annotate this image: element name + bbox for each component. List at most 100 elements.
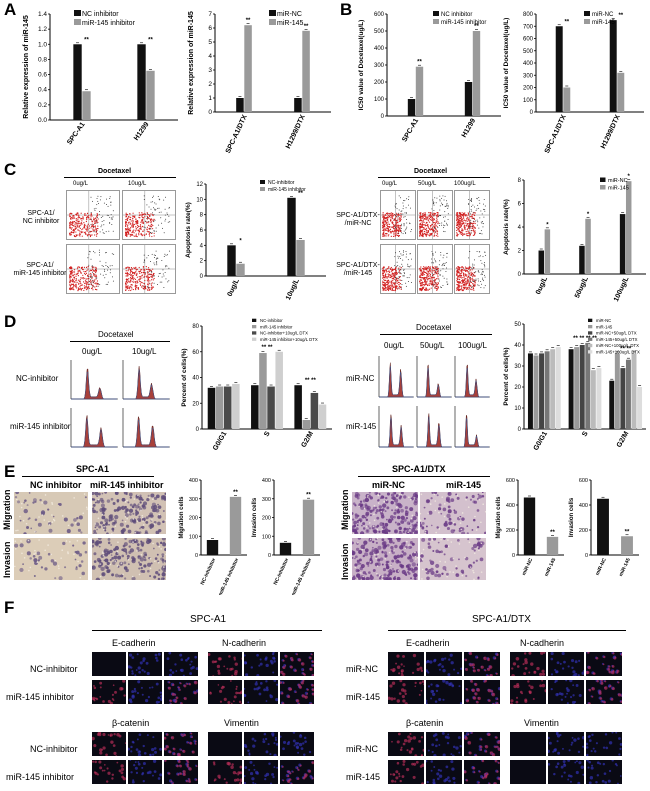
flow-event bbox=[147, 275, 149, 277]
flow-event bbox=[458, 223, 461, 226]
flow-event bbox=[395, 221, 397, 223]
y-tick-label: 4 bbox=[518, 225, 522, 231]
flow-event bbox=[143, 259, 145, 261]
flow-plot-canvas bbox=[381, 245, 415, 293]
flow-event bbox=[141, 281, 143, 283]
flow-event bbox=[385, 284, 387, 286]
membrane-pore bbox=[133, 498, 136, 500]
flow-event bbox=[443, 277, 445, 279]
flow-event bbox=[125, 267, 127, 269]
membrane-pore bbox=[410, 538, 412, 539]
flow-event bbox=[467, 271, 469, 273]
flow-event bbox=[131, 225, 133, 227]
hist-fit-line bbox=[455, 418, 489, 448]
flow-event bbox=[84, 287, 86, 290]
stained-cell bbox=[443, 522, 448, 527]
flow-event bbox=[458, 275, 460, 277]
flow-event bbox=[141, 275, 143, 277]
flow-event bbox=[80, 218, 82, 220]
flow-event bbox=[420, 272, 422, 274]
transwell-micrograph bbox=[92, 492, 166, 534]
flow-event bbox=[392, 269, 395, 271]
stained-cell bbox=[110, 497, 114, 501]
flow-event bbox=[441, 286, 443, 288]
stained-cell bbox=[392, 541, 395, 545]
flow-event bbox=[434, 221, 436, 224]
flow-event bbox=[76, 268, 79, 270]
flow-event bbox=[444, 195, 446, 197]
y-axis-label: Percent of cells(%) bbox=[181, 348, 188, 406]
flow-event bbox=[426, 270, 428, 272]
flow-event bbox=[126, 266, 128, 268]
flow-event bbox=[422, 271, 424, 273]
flow-event bbox=[465, 224, 467, 227]
flow-event bbox=[462, 267, 465, 269]
micrograph-canvas bbox=[420, 492, 486, 534]
bar bbox=[579, 245, 585, 274]
flow-event bbox=[82, 218, 84, 220]
flow-event bbox=[94, 288, 97, 290]
flow-event bbox=[425, 216, 427, 218]
flow-event bbox=[385, 221, 388, 223]
membrane-pore bbox=[473, 552, 476, 555]
flow-event bbox=[388, 223, 391, 225]
membrane-pore bbox=[51, 521, 54, 523]
flow-event bbox=[388, 274, 391, 276]
marker-signal bbox=[231, 674, 234, 676]
membrane-pore bbox=[456, 494, 459, 497]
flow-event bbox=[467, 275, 470, 277]
flow-event bbox=[90, 234, 92, 236]
flow-event bbox=[423, 266, 425, 268]
stained-cell bbox=[466, 532, 469, 534]
legend-entry: miR-145 inhibitor+10ug/L DTX bbox=[260, 337, 318, 342]
flow-event bbox=[105, 262, 107, 264]
flow-event bbox=[83, 266, 86, 268]
flow-event bbox=[446, 204, 448, 206]
bar bbox=[407, 99, 416, 116]
significance-label: ** bbox=[417, 60, 422, 66]
flow-event bbox=[126, 275, 128, 277]
flow-event bbox=[134, 271, 136, 274]
membrane-pore bbox=[410, 517, 413, 520]
flow-event bbox=[431, 269, 433, 271]
flow-event bbox=[396, 265, 398, 267]
flow-event bbox=[70, 284, 72, 286]
flow-event bbox=[482, 226, 484, 228]
flow-event bbox=[153, 277, 155, 280]
stained-cell bbox=[352, 518, 355, 521]
flow-event bbox=[471, 278, 473, 280]
flow-event bbox=[419, 217, 421, 219]
y-tick-label: 200 bbox=[374, 80, 385, 86]
stained-cell bbox=[354, 492, 359, 496]
legend-entry: miR-145 inhibitor bbox=[441, 20, 486, 26]
legend-swatch bbox=[588, 331, 593, 335]
flow-event bbox=[142, 222, 144, 224]
flow-event bbox=[149, 225, 151, 227]
hist-d-right-col-1: 50ug/L bbox=[420, 341, 445, 350]
stained-cell bbox=[394, 544, 398, 549]
nucleus bbox=[244, 654, 246, 657]
membrane-pore bbox=[404, 547, 407, 550]
flow-event bbox=[459, 222, 461, 224]
flow-event bbox=[134, 278, 136, 281]
flow-event bbox=[81, 284, 83, 286]
flow-event bbox=[389, 271, 391, 274]
flow-event bbox=[464, 270, 467, 272]
flow-event bbox=[150, 222, 152, 224]
flow-event bbox=[383, 219, 385, 221]
flow-event bbox=[460, 276, 462, 278]
flow-event bbox=[95, 207, 97, 209]
flow-event bbox=[468, 203, 470, 205]
membrane-pore bbox=[458, 543, 461, 545]
flow-event bbox=[472, 226, 474, 228]
flow-event bbox=[386, 214, 389, 216]
flow-event bbox=[474, 271, 476, 273]
flow-event bbox=[393, 225, 395, 227]
flow-event bbox=[382, 287, 384, 289]
flow-event bbox=[93, 219, 95, 221]
flow-event bbox=[392, 226, 394, 228]
flow-event bbox=[129, 223, 131, 225]
flow-event bbox=[86, 235, 89, 237]
flow-event bbox=[146, 212, 148, 214]
flow-event bbox=[478, 271, 480, 273]
